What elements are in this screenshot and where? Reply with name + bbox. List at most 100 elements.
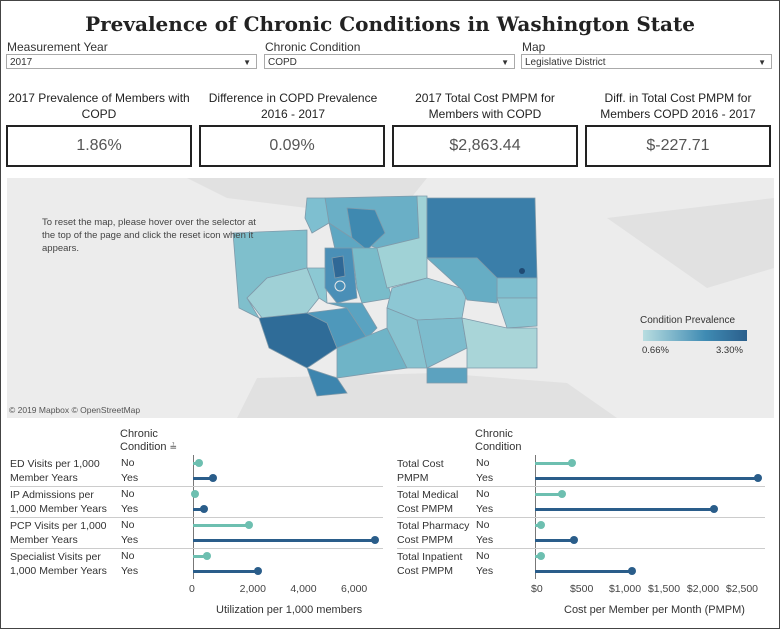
lollipop-stem[interactable] [193,477,214,480]
map-dropdown[interactable]: Legislative District ▼ [521,54,772,69]
metric-label: Total Medical Cost PMPM [397,489,459,515]
map-terrain [187,178,774,418]
district-pierce [326,302,378,339]
series-label-no: No [476,488,490,500]
district-skagit [346,207,386,251]
series-label-yes: Yes [121,472,139,484]
lollipop-dot[interactable] [253,567,262,575]
x-tick-label: $1,500 [647,583,681,595]
lollipop-dot[interactable] [558,490,567,498]
series-label-yes: Yes [476,472,494,484]
lollipop-stem[interactable] [535,493,563,496]
chevron-down-icon: ▼ [758,58,766,67]
kpi-title-cost-diff: Diff. in Total Cost PMPM for Members COP… [600,91,756,121]
chevron-down-icon: ▼ [243,58,251,67]
metric-label: PCP Visits per 1,000 Member Years [10,520,107,546]
district-polygons [232,195,538,397]
lollipop-dot[interactable] [568,459,577,467]
lollipop-dot[interactable] [244,521,253,529]
left-chart-x-axis-title: Utilization per 1,000 members [216,604,363,616]
page-title: Prevalence of Chronic Conditions in Wash… [85,12,695,36]
lollipop-dot[interactable] [710,505,719,513]
condition-dropdown[interactable]: COPD ▼ [264,54,515,69]
lollipop-dot[interactable] [203,552,212,560]
district-yakima [386,307,428,369]
choropleth-map[interactable]: To reset the map, please hover over the … [7,178,774,418]
lollipop-dot[interactable] [371,536,380,544]
map-marker [519,268,525,274]
series-label-no: No [476,550,490,562]
district-whatcom [304,197,330,234]
district-adams [496,297,538,329]
legend-max-value: 3.30% [716,345,743,356]
kpi-value-total-cost: $2,863.44 [392,125,578,167]
lollipop-stem[interactable] [535,570,632,573]
lollipop-dot[interactable] [195,459,204,467]
map-reset-note: To reset the map, please hover over the … [42,217,256,254]
metric-label: Total Cost PMPM [397,458,444,484]
series-label-yes: Yes [476,503,494,515]
lollipop-dot[interactable] [190,490,199,498]
series-label-no: No [121,488,135,500]
lollipop-stem[interactable] [193,508,205,511]
series-label-no: No [476,519,490,531]
row-separator [10,486,383,487]
metric-label: ED Visits per 1,000 Member Years [10,458,100,484]
x-tick-label: 6,000 [341,583,368,595]
lollipop-stem[interactable] [535,462,573,465]
lollipop-stem[interactable] [193,524,249,527]
x-tick-label: $2,000 [686,583,720,595]
district-seattle-core [331,255,346,279]
lollipop-stem[interactable] [535,539,574,542]
left-chart-header: Chronic Condition ≟ [120,428,180,454]
metric-label: Total Inpatient Cost PMPM [397,551,463,577]
filter-label-year: Measurement Year [7,40,108,54]
lollipop-dot[interactable] [209,474,218,482]
x-tick-label: $0 [531,583,543,595]
lollipop-dot[interactable] [569,536,578,544]
row-separator [397,548,765,549]
x-tick-label: 0 [189,583,195,595]
x-tick-label: $1,000 [608,583,642,595]
district-clark [306,367,348,397]
lollipop-stem[interactable] [193,539,376,542]
condition-dropdown-value: COPD [268,57,297,68]
x-tick-label: 4,000 [290,583,317,595]
row-separator [10,517,383,518]
year-dropdown-value: 2017 [10,57,33,68]
series-label-no: No [121,550,135,562]
x-tick-label: $500 [569,583,594,595]
map-canvas [187,178,774,418]
year-dropdown[interactable]: 2017 ▼ [6,54,257,69]
series-label-yes: Yes [121,565,139,577]
sort-icon[interactable]: ≟ [169,442,178,452]
kpi-title-prevalence-diff: Difference in COPD Prevalence 2016 - 201… [208,91,378,121]
lollipop-dot[interactable] [537,552,546,560]
right-chart-x-axis-title: Cost per Member per Month (PMPM) [564,604,745,616]
district-grant [425,257,498,304]
filter-label-condition: Chronic Condition [265,40,361,54]
lollipop-dot[interactable] [537,521,546,529]
chevron-down-icon: ▼ [501,58,509,67]
legend-min-value: 0.66% [642,345,669,356]
kpi-value-prevalence: 1.86% [6,125,192,167]
series-label-yes: Yes [476,565,494,577]
kpi-title-prevalence: 2017 Prevalence of Members with COPD [8,91,190,121]
map-dropdown-value: Legislative District [525,57,606,68]
legend-title: Condition Prevalence [640,315,736,326]
lollipop-stem[interactable] [193,555,208,558]
lollipop-dot[interactable] [753,474,762,482]
lollipop-stem[interactable] [535,477,758,480]
metric-label: Specialist Visits per 1,000 Member Years [10,551,107,577]
series-label-yes: Yes [476,534,494,546]
metric-label: Total Pharmacy Cost PMPM [397,520,470,546]
series-label-no: No [121,457,135,469]
metric-label: IP Admissions per 1,000 Member Years [10,489,107,515]
district-walla-walla [461,317,538,369]
lollipop-stem[interactable] [535,508,715,511]
row-separator [397,486,765,487]
series-label-yes: Yes [121,534,139,546]
lollipop-stem[interactable] [193,570,258,573]
lollipop-dot[interactable] [627,567,636,575]
lollipop-dot[interactable] [200,505,209,513]
